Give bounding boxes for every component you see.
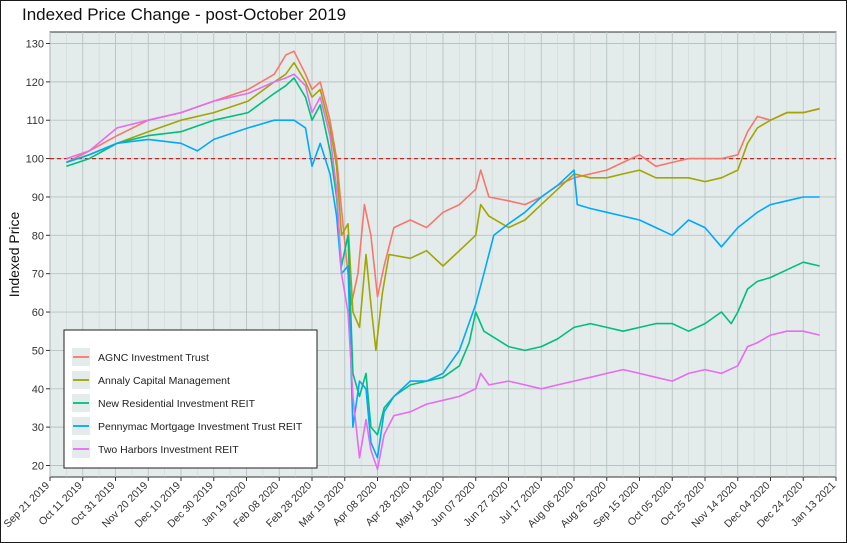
y-tick-label: 80: [32, 230, 44, 242]
y-tick-label: 50: [32, 345, 44, 357]
y-tick-label: 110: [26, 115, 44, 127]
y-tick-label: 130: [26, 39, 44, 51]
chart-title: Indexed Price Change - post-October 2019: [22, 5, 347, 24]
legend-label: Pennymac Mortgage Investment Trust REIT: [98, 421, 303, 433]
legend-label: Annaly Capital Management: [98, 375, 230, 387]
y-tick-label: 30: [32, 422, 44, 434]
y-tick-label: 70: [32, 269, 44, 281]
y-tick-label: 60: [32, 307, 44, 319]
series-line-3: [66, 77, 820, 436]
series-line-5: [66, 73, 820, 471]
y-tick-label: 90: [32, 192, 44, 204]
y-tick-label: 20: [32, 460, 44, 472]
legend-box: [63, 329, 318, 469]
legend-label: New Residential Investment REIT: [98, 398, 256, 410]
y-tick-label: 120: [26, 77, 44, 89]
y-axis-label: Indexed Price: [6, 211, 22, 297]
y-tick-label: 40: [32, 384, 44, 396]
series-lines: [66, 50, 820, 471]
series-line-2: [66, 61, 820, 352]
series-line-1: [66, 50, 820, 306]
y-tick-label: 100: [26, 154, 44, 166]
legend-label: Two Harbors Investment REIT: [98, 444, 239, 456]
legend-label: AGNC Investment Trust: [98, 352, 209, 364]
series-line-4: [66, 119, 820, 459]
legend: AGNC Investment Trust Annaly Capital Mana…: [63, 329, 318, 469]
